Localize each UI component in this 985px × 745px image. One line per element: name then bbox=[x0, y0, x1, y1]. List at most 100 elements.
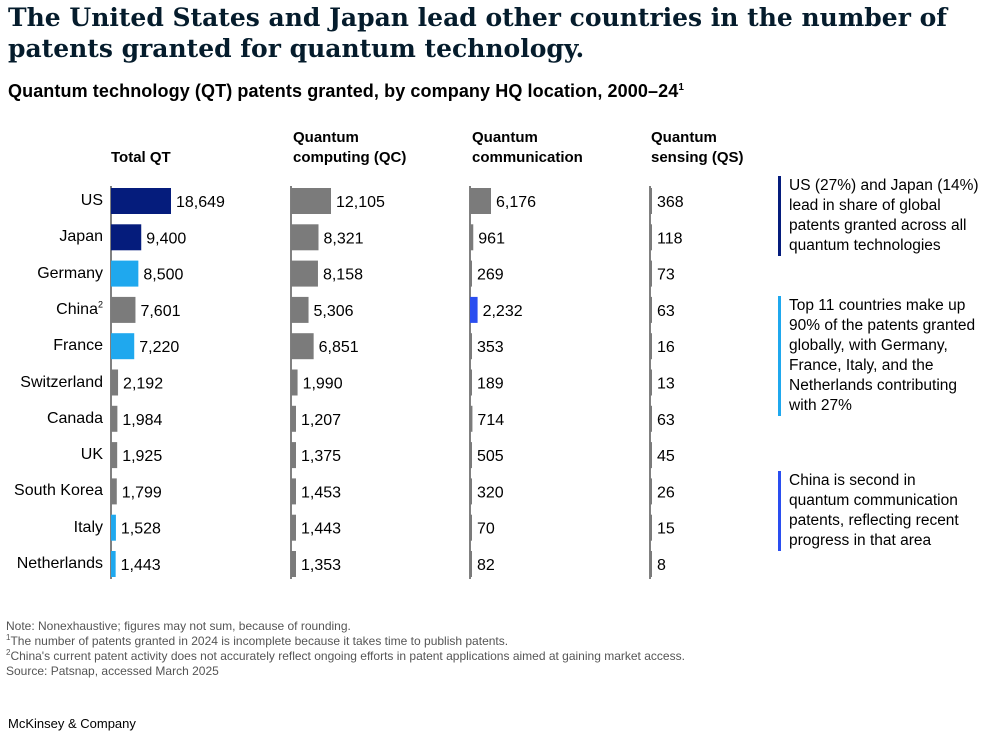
bar-chart: 18,649 9,400 8,500 7,601 7,220 2,192 1,984 1,92… bbox=[110, 186, 684, 579]
country-label: Canada bbox=[0, 409, 103, 429]
column-header-line1: Quantum bbox=[293, 129, 359, 146]
bar bbox=[111, 296, 136, 323]
bar-value-label: 8,321 bbox=[323, 230, 363, 247]
bar-value-label: 26 bbox=[657, 484, 675, 501]
bar bbox=[650, 405, 652, 432]
bar-value-label: 1,443 bbox=[121, 557, 161, 574]
bar bbox=[291, 551, 296, 577]
bar-value-label: 368 bbox=[657, 194, 684, 211]
bar-value-label: 13 bbox=[657, 376, 675, 393]
country-name: Italy bbox=[73, 518, 103, 536]
column-header-line2: communication bbox=[472, 149, 583, 166]
footnote-2: 2China's current patent activity does no… bbox=[6, 649, 685, 664]
bar bbox=[470, 442, 472, 469]
country-name: China bbox=[56, 300, 98, 318]
bar bbox=[291, 296, 309, 323]
bar-value-label: 961 bbox=[478, 230, 505, 247]
bar-value-label: 1,207 bbox=[301, 412, 341, 429]
column-header-qc: Quantum computing (QC) bbox=[293, 128, 406, 168]
bar bbox=[111, 405, 118, 432]
country-label: US bbox=[0, 191, 103, 211]
bar bbox=[470, 224, 474, 251]
note-china: China is second in quantum communication… bbox=[778, 471, 979, 551]
bar bbox=[291, 514, 296, 541]
bar-value-label: 8 bbox=[657, 557, 666, 574]
footnote-note: Note: Nonexhaustive; figures may not sum… bbox=[6, 619, 351, 633]
bar-value-label: 1,375 bbox=[301, 448, 341, 465]
bar-value-label: 16 bbox=[657, 339, 675, 356]
bar-value-label: 1,925 bbox=[122, 448, 162, 465]
bar bbox=[291, 478, 296, 505]
country-name: US bbox=[80, 192, 103, 209]
country-label: UK bbox=[0, 445, 103, 465]
bar-value-label: 45 bbox=[657, 448, 675, 465]
bar bbox=[470, 514, 472, 541]
bar-value-label: 70 bbox=[477, 521, 495, 538]
bar-value-label: 6,176 bbox=[496, 194, 536, 211]
bar bbox=[650, 478, 652, 505]
bar-value-label: 353 bbox=[477, 339, 504, 356]
bar-value-label: 7,220 bbox=[139, 339, 179, 356]
bar bbox=[291, 369, 298, 396]
bar-value-label: 2,192 bbox=[123, 376, 163, 393]
country-name: Japan bbox=[59, 228, 103, 246]
chart-subtitle: Quantum technology (QT) patents granted,… bbox=[8, 81, 684, 102]
bar-value-label: 189 bbox=[477, 376, 504, 393]
bar-value-label: 2,232 bbox=[483, 303, 523, 320]
bar-value-label: 5,306 bbox=[314, 303, 354, 320]
bar bbox=[650, 442, 652, 469]
bar bbox=[111, 333, 135, 360]
bar-value-label: 18,649 bbox=[176, 194, 225, 211]
bar bbox=[470, 188, 491, 214]
bar bbox=[291, 405, 296, 432]
bar bbox=[470, 369, 472, 396]
bar-value-label: 15 bbox=[657, 521, 675, 538]
column-header-line1: Quantum bbox=[651, 129, 717, 146]
bar bbox=[111, 551, 116, 577]
bar bbox=[111, 514, 116, 541]
country-name: Canada bbox=[46, 409, 103, 427]
bar bbox=[111, 188, 171, 214]
bar bbox=[650, 188, 652, 214]
bar-value-label: 9,400 bbox=[146, 230, 186, 247]
bar-value-label: 6,851 bbox=[319, 339, 359, 356]
bar bbox=[470, 260, 472, 287]
bar-value-label: 269 bbox=[477, 267, 504, 284]
bar bbox=[650, 369, 652, 396]
bar bbox=[470, 405, 473, 432]
bar-value-label: 8,158 bbox=[323, 267, 363, 284]
footnote-1-mark: 1 bbox=[6, 633, 11, 642]
bar bbox=[650, 514, 652, 541]
bar-value-label: 12,105 bbox=[336, 194, 385, 211]
column-header-line2: computing (QC) bbox=[293, 149, 407, 166]
column-header-line2: sensing (QS) bbox=[651, 149, 744, 166]
bar-value-label: 320 bbox=[477, 484, 504, 501]
country-footnote-mark: 2 bbox=[97, 299, 103, 310]
bar-value-label: 1,528 bbox=[121, 521, 161, 538]
bar bbox=[470, 478, 472, 505]
bar-value-label: 505 bbox=[477, 448, 504, 465]
country-label: Switzerland bbox=[0, 373, 103, 393]
country-name: Germany bbox=[37, 264, 103, 282]
bar bbox=[650, 296, 652, 323]
footnote-1-text: The number of patents granted in 2024 is… bbox=[10, 634, 509, 648]
subtitle-footnote-mark: 1 bbox=[678, 82, 684, 93]
bar-value-label: 82 bbox=[477, 557, 495, 574]
footnotes: Note: Nonexhaustive; figures may not sum… bbox=[6, 619, 685, 679]
chart-title: The United States and Japan lead other c… bbox=[8, 3, 948, 63]
bar bbox=[111, 442, 118, 469]
bar-value-label: 1,799 bbox=[122, 484, 162, 501]
country-label: France bbox=[0, 336, 103, 356]
bar-value-label: 714 bbox=[477, 412, 504, 429]
bar bbox=[650, 333, 652, 360]
country-label: Japan bbox=[0, 227, 103, 247]
bar-value-label: 73 bbox=[657, 267, 675, 284]
bar bbox=[111, 260, 139, 287]
bar-value-label: 1,984 bbox=[122, 412, 162, 429]
country-label: Germany bbox=[0, 264, 103, 284]
bar-value-label: 1,990 bbox=[303, 376, 343, 393]
footnote-2-mark: 2 bbox=[6, 648, 11, 657]
footnote-1: 1The number of patents granted in 2024 i… bbox=[6, 634, 685, 649]
bar bbox=[650, 551, 652, 577]
bar bbox=[470, 333, 472, 360]
